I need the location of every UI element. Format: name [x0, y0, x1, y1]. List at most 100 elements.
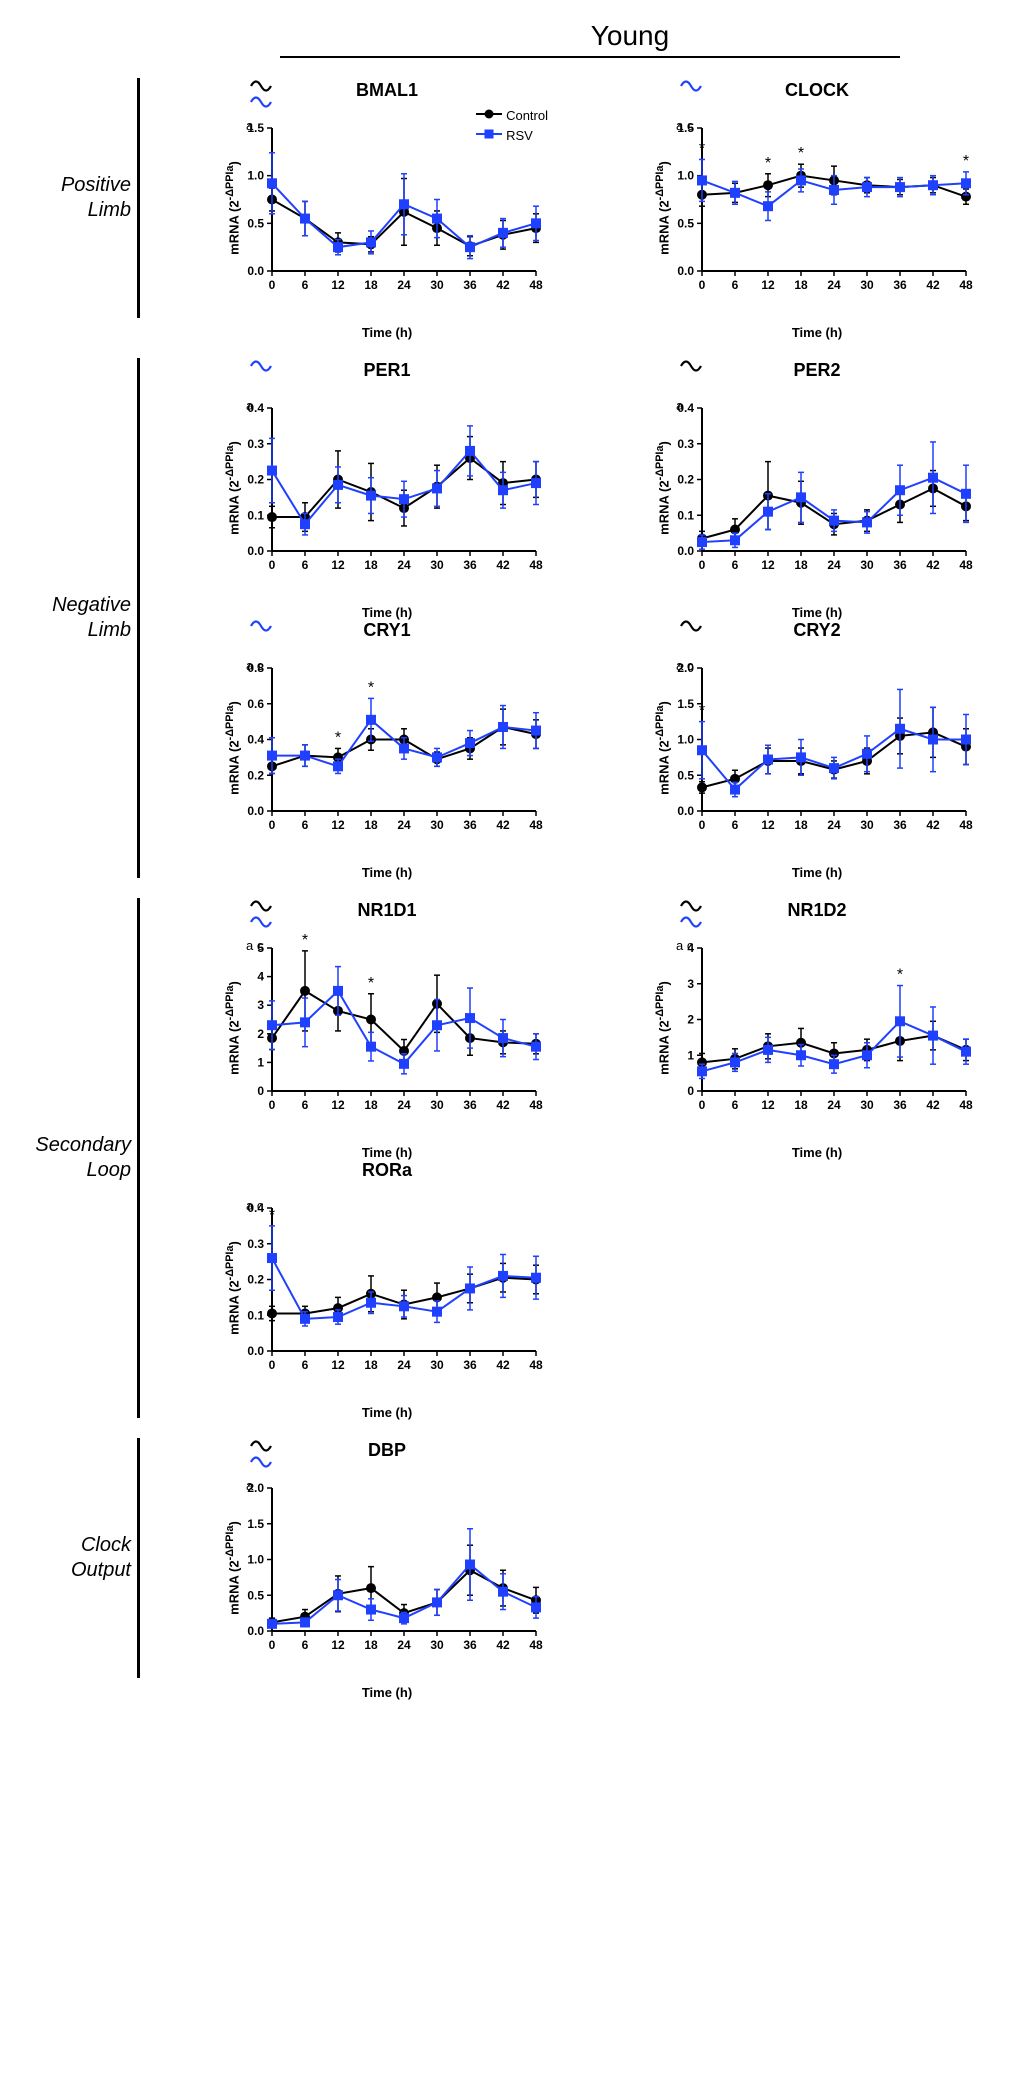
svg-text:42: 42 [926, 818, 940, 832]
svg-text:0.0: 0.0 [677, 264, 694, 278]
svg-text:0.2: 0.2 [247, 473, 264, 487]
svg-text:24: 24 [827, 278, 841, 292]
svg-text:36: 36 [463, 558, 477, 572]
svg-text:0.4: 0.4 [247, 733, 264, 747]
svg-text:0.0: 0.0 [677, 804, 694, 818]
svg-text:42: 42 [496, 1098, 510, 1112]
svg-text:*: * [269, 1207, 275, 1224]
rhythm-icons [680, 618, 712, 634]
svg-text:0: 0 [269, 1638, 276, 1652]
svg-text:12: 12 [331, 818, 345, 832]
charts-grid: PER1amRNA (2-ΔPPIa)Time (h)0.00.10.20.30… [148, 358, 988, 878]
svg-text:18: 18 [364, 1358, 378, 1372]
chart-title: CLOCK [785, 80, 849, 101]
svg-text:36: 36 [463, 1358, 477, 1372]
svg-text:2: 2 [257, 1027, 264, 1041]
svg-text:12: 12 [761, 1098, 775, 1112]
svg-text:18: 18 [364, 558, 378, 572]
legend-item-rsv: RSV [476, 126, 548, 146]
svg-text:36: 36 [463, 1098, 477, 1112]
svg-text:0.0: 0.0 [247, 544, 264, 558]
svg-text:42: 42 [926, 278, 940, 292]
svg-text:*: * [699, 140, 705, 157]
svg-text:6: 6 [302, 1358, 309, 1372]
svg-text:48: 48 [529, 1358, 543, 1372]
chart-dbp: DBPamRNA (2-ΔPPIa)Time (h)0.00.51.01.52.… [178, 1438, 558, 1698]
svg-text:0.1: 0.1 [247, 1308, 264, 1322]
sine-blue-icon [250, 358, 282, 374]
svg-text:0: 0 [269, 1358, 276, 1372]
svg-text:0.0: 0.0 [247, 1624, 264, 1638]
legend-label: RSV [506, 126, 533, 146]
chart-nr1d2: NR1D2a cmRNA (2-ΔPPIa)Time (h)0123406121… [608, 898, 988, 1158]
figure-container: PositiveLimbBMAL1amRNA (2-ΔPPIa)Time (h)… [20, 78, 1000, 1698]
legend-item-control: Control [476, 106, 548, 126]
svg-text:24: 24 [397, 278, 411, 292]
section-clock-output: ClockOutputDBPamRNA (2-ΔPPIa)Time (h)0.0… [20, 1438, 1000, 1698]
svg-text:42: 42 [926, 1098, 940, 1112]
chart-title: NR1D2 [787, 900, 846, 921]
section-label: SecondaryLoop [35, 1133, 131, 1183]
plot-area: 0.00.10.20.30.40612182430364248* [236, 1188, 546, 1383]
svg-text:0.3: 0.3 [247, 437, 264, 451]
x-axis-label: Time (h) [792, 325, 842, 340]
svg-text:0.1: 0.1 [677, 508, 694, 522]
plot-area: 0123450612182430364248** [236, 928, 546, 1123]
svg-text:1.0: 1.0 [677, 733, 694, 747]
charts-grid: BMAL1amRNA (2-ΔPPIa)Time (h)0.00.51.01.5… [148, 78, 988, 338]
svg-text:18: 18 [364, 818, 378, 832]
svg-text:0.5: 0.5 [247, 216, 264, 230]
svg-text:42: 42 [496, 558, 510, 572]
sine-black-icon [680, 358, 712, 374]
svg-text:0: 0 [699, 558, 706, 572]
svg-text:0.2: 0.2 [677, 473, 694, 487]
svg-text:*: * [699, 703, 705, 720]
svg-text:24: 24 [827, 558, 841, 572]
svg-text:24: 24 [827, 818, 841, 832]
svg-text:12: 12 [331, 558, 345, 572]
plot-area: 0.00.20.40.60.80612182430364248** [236, 648, 546, 843]
sine-black-icon [250, 1438, 282, 1454]
x-axis-label: Time (h) [362, 1685, 412, 1700]
legend-marker-icon [476, 126, 502, 146]
section-label-wrap: SecondaryLoop [20, 898, 148, 1418]
svg-text:36: 36 [463, 818, 477, 832]
svg-text:36: 36 [893, 558, 907, 572]
chart-title: DBP [368, 1440, 406, 1461]
sine-black-icon [680, 618, 712, 634]
svg-text:6: 6 [732, 558, 739, 572]
chart-per2: PER2amRNA (2-ΔPPIa)Time (h)0.00.10.20.30… [608, 358, 988, 618]
svg-text:18: 18 [794, 278, 808, 292]
title-underline [280, 56, 900, 58]
svg-text:6: 6 [302, 1638, 309, 1652]
svg-text:0: 0 [269, 278, 276, 292]
charts-grid: DBPamRNA (2-ΔPPIa)Time (h)0.00.51.01.52.… [148, 1438, 558, 1698]
svg-text:36: 36 [463, 1638, 477, 1652]
svg-text:0.4: 0.4 [247, 401, 264, 415]
svg-text:12: 12 [761, 278, 775, 292]
svg-text:36: 36 [893, 1098, 907, 1112]
x-axis-label: Time (h) [792, 865, 842, 880]
svg-text:30: 30 [860, 818, 874, 832]
svg-text:*: * [963, 153, 969, 170]
svg-text:0.4: 0.4 [677, 401, 694, 415]
svg-text:3: 3 [257, 998, 264, 1012]
section-negative-limb: NegativeLimbPER1amRNA (2-ΔPPIa)Time (h)0… [20, 358, 1000, 878]
chart-row: RORaa cmRNA (2-ΔPPIa)Time (h)0.00.10.20.… [148, 1158, 988, 1418]
svg-text:1: 1 [257, 1055, 264, 1069]
svg-text:42: 42 [496, 1358, 510, 1372]
svg-text:1.5: 1.5 [247, 1517, 264, 1531]
svg-text:3: 3 [687, 977, 694, 991]
svg-text:24: 24 [397, 818, 411, 832]
svg-text:30: 30 [860, 1098, 874, 1112]
x-axis-label: Time (h) [362, 865, 412, 880]
chart-cry1: CRY1a cmRNA (2-ΔPPIa)Time (h)0.00.20.40.… [178, 618, 558, 878]
svg-text:48: 48 [529, 1098, 543, 1112]
svg-text:48: 48 [529, 278, 543, 292]
svg-text:18: 18 [794, 818, 808, 832]
svg-text:4: 4 [257, 970, 264, 984]
svg-text:*: * [335, 729, 341, 746]
svg-text:*: * [765, 155, 771, 172]
svg-text:1.0: 1.0 [677, 169, 694, 183]
svg-text:0.2: 0.2 [247, 768, 264, 782]
